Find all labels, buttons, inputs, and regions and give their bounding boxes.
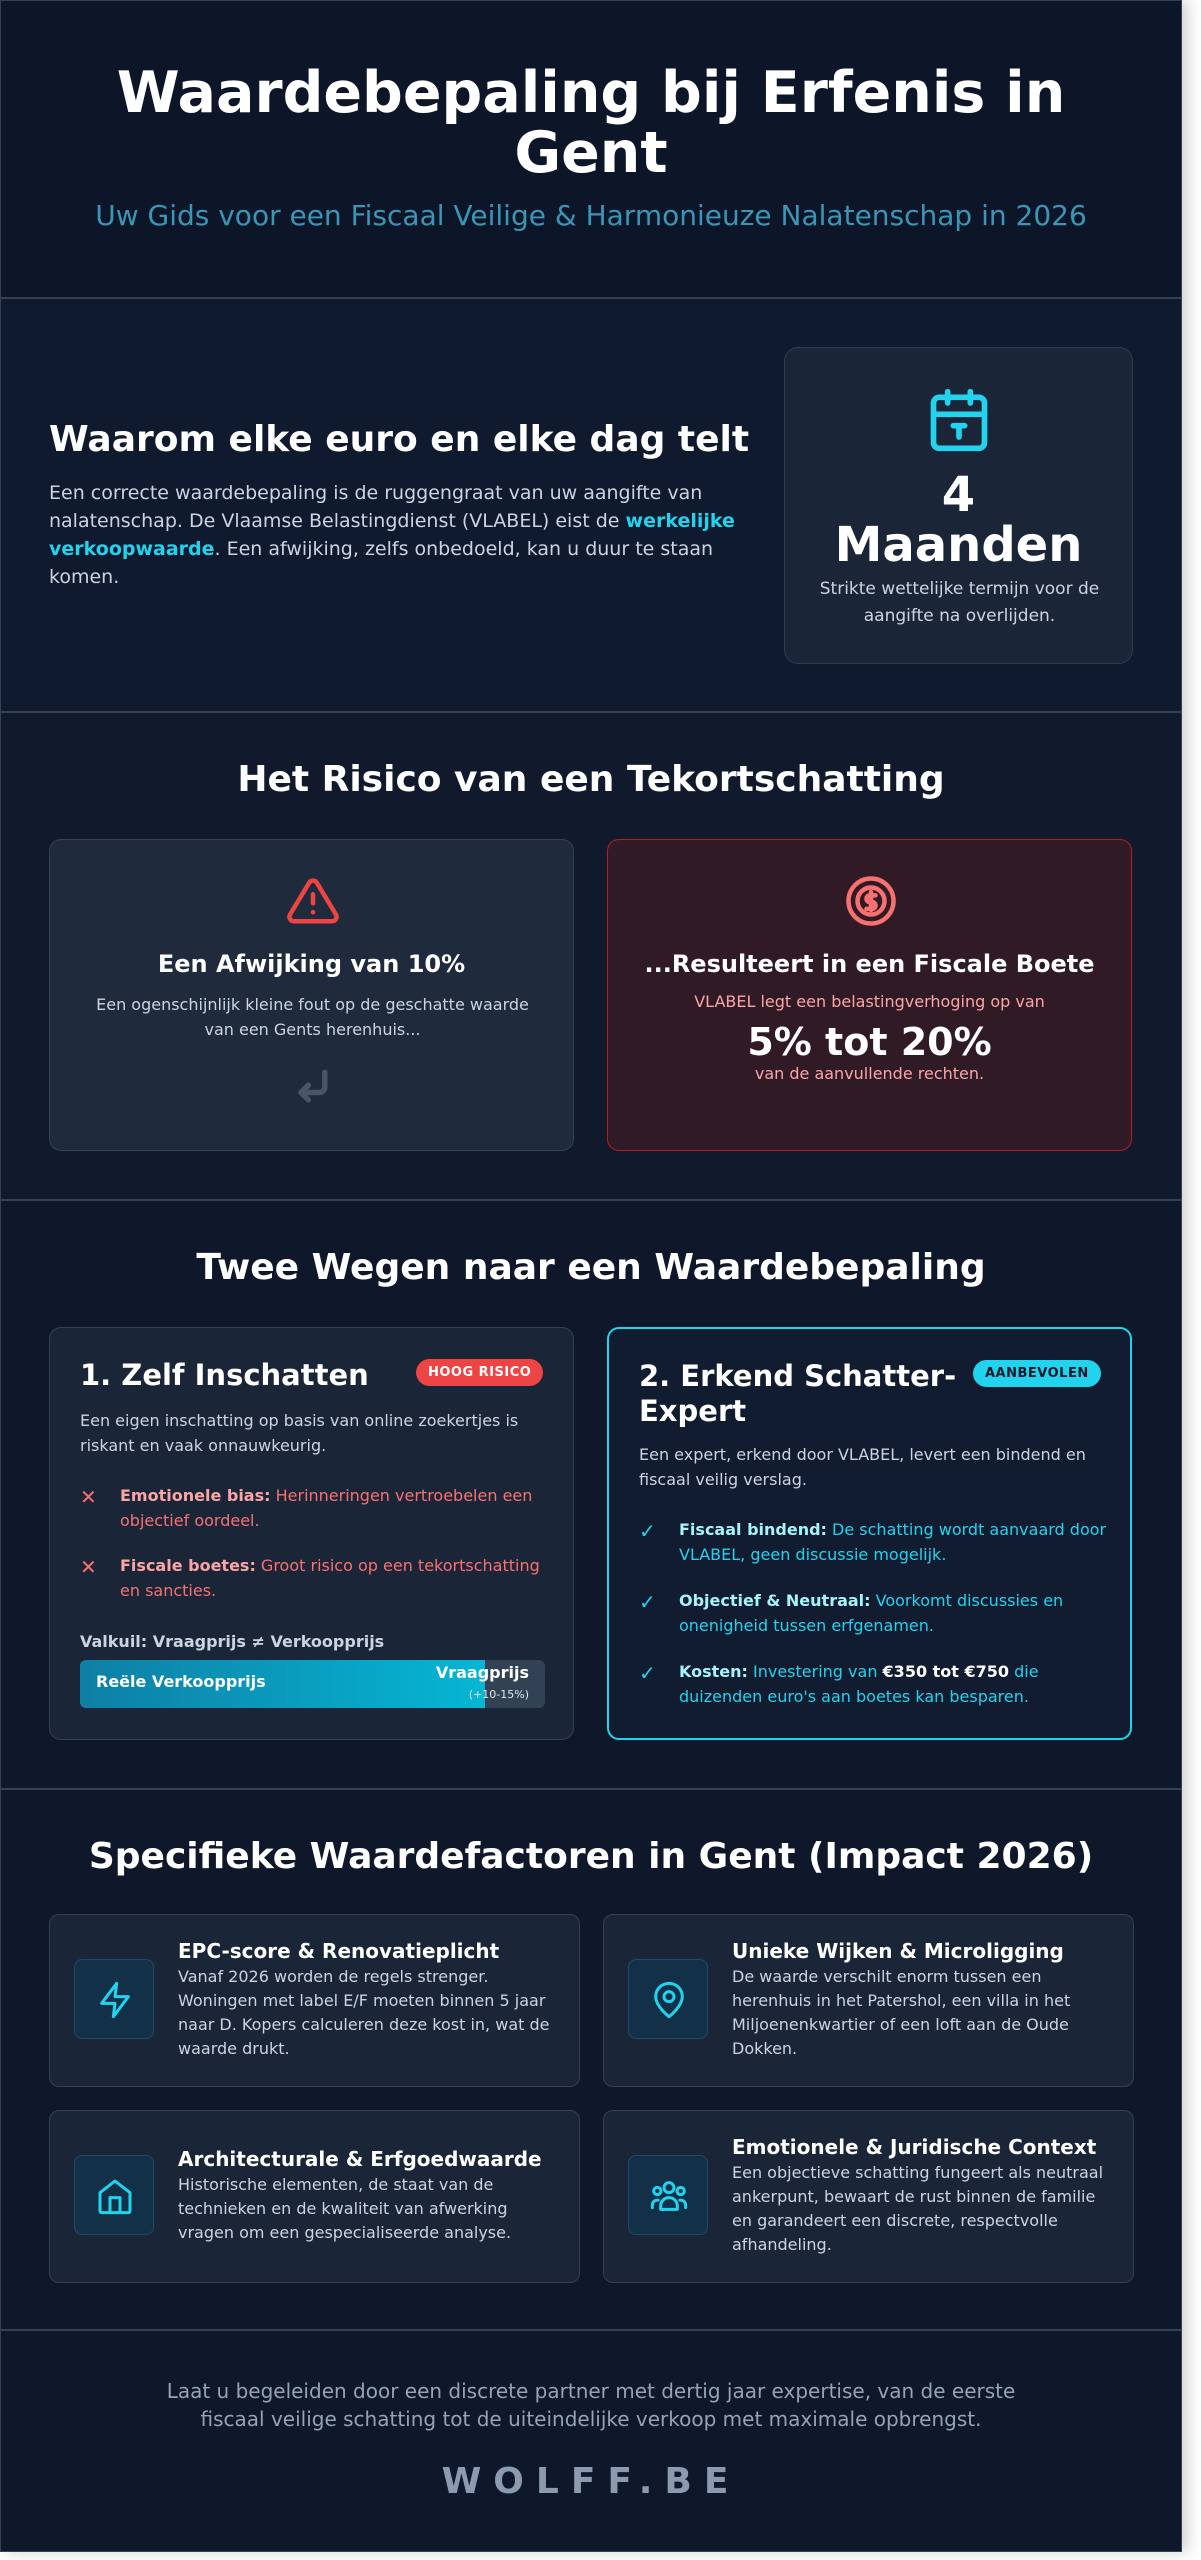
cross-icon: ✕ (80, 1485, 97, 1509)
price-comparison-bar: Reële Verkoopprijs Vraagprijs (+10-15%) (80, 1660, 545, 1708)
factors-section: Specifieke Waardefactoren in Gent (Impac… (1, 1790, 1181, 2331)
money-icon (846, 876, 896, 926)
factor-title: EPC-score & Renovatieplicht (178, 1939, 500, 1963)
why-text-after: . Een afwijking, zelfs onbedoeld, kan u … (49, 538, 714, 588)
way-self-title: 1. Zelf Inschatten (80, 1358, 369, 1392)
factor-card-architecture: Architecturale & Erfgoedwaarde Historisc… (49, 2110, 580, 2283)
item-text: Voorkomt discussies en onenigheid tussen… (679, 1591, 1064, 1635)
term-card: 4 Maanden Strikte wettelijke termijn voo… (784, 347, 1133, 664)
factor-icon-box (628, 2155, 708, 2235)
factor-card-epc: EPC-score & Renovatieplicht Vanaf 2026 w… (49, 1914, 580, 2087)
risk-section: Het Risico van een Tekortschatting Een A… (1, 713, 1181, 1201)
title-line: 2. Erkend Schatter- (639, 1359, 957, 1393)
why-section: Waarom elke euro en elke dag telt Een co… (1, 299, 1181, 713)
item-bold: Kosten: (679, 1662, 748, 1681)
brand-logo[interactable]: WOLFF.BE (441, 2461, 741, 2502)
cross-icon: ✕ (80, 1555, 97, 1579)
house-icon (98, 2179, 132, 2215)
way-expert-desc: Een expert, erkend door VLABEL, levert e… (639, 1445, 1086, 1489)
title-line: Expert (639, 1394, 747, 1428)
location-pin-icon (654, 1981, 684, 2019)
way-self-item-text: Fiscale boetes: Groot risico op een teko… (120, 1553, 550, 1603)
lightning-icon (100, 1981, 130, 2019)
risk-right-text2: van de aanvullende rechten. (754, 1064, 985, 1083)
risk-card-deviation: Een Afwijking van 10% Een ogenschijnlijk… (49, 839, 574, 1151)
item-bold: Emotionele bias: (120, 1486, 271, 1505)
why-text-before: Een correcte waardebepaling is de ruggen… (49, 482, 703, 532)
high-risk-badge: HOOG RISICO (416, 1359, 544, 1386)
real-price-fill (80, 1660, 485, 1708)
item-bold: Objectief & Neutraal: (679, 1591, 871, 1610)
footer-text: Laat u begeleiden door een discrete part… (166, 2379, 1016, 2431)
factor-card-location: Unieke Wijken & Microligging De waarde v… (603, 1914, 1134, 2087)
factor-title: Architecturale & Erfgoedwaarde (178, 2147, 542, 2171)
risk-right-title: ...Resulteert in een Fiscale Boete (644, 950, 1095, 978)
people-icon (650, 2181, 688, 2211)
way-card-expert: 2. Erkend Schatter- Expert AANBEVOLEN Een… (607, 1327, 1132, 1740)
item-text: Herinneringen vertroebelen een objectief… (120, 1486, 533, 1530)
check-icon: ✓ (639, 1519, 656, 1543)
way-self-desc: Een eigen inschatting op basis van onlin… (80, 1411, 519, 1455)
way-self-item-text: Emotionele bias: Herinneringen vertroebe… (120, 1483, 550, 1533)
cost-amount: €350 tot €750 (882, 1662, 1010, 1681)
item-text: Groot risico op een tekortschatting en s… (120, 1556, 540, 1600)
term-note: Strikte wettelijke termijn voor de aangi… (819, 579, 1100, 626)
ways-title: Twee Wegen naar een Waardebepaling (196, 1247, 986, 1288)
item-bold: Fiscale boetes: (120, 1556, 256, 1575)
why-title: Waarom elke euro en elke dag telt (49, 419, 750, 460)
pitfall-label: Valkuil: Vraagprijs ≠ Verkoopprijs (80, 1632, 385, 1651)
risk-right-text: VLABEL legt een belastingverhoging op va… (694, 992, 1045, 1011)
header-section: Waardebepaling bij Erfenis in Gent Uw Gi… (1, 1, 1181, 299)
risk-left-title: Een Afwijking van 10% (157, 950, 466, 978)
risk-penalty-range: 5% tot 20% (747, 1020, 992, 1064)
warning-icon (287, 878, 339, 924)
item-text: De schatting wordt aanvaard door VLABEL,… (679, 1520, 1107, 1564)
footer-section: Laat u begeleiden door een discrete part… (1, 2331, 1181, 2551)
factor-text: De waarde verschilt enorm tussen een her… (732, 1967, 1071, 2058)
why-highlight: werkelijke verkoopwaarde (49, 510, 735, 560)
factor-icon-box (74, 1959, 154, 2039)
factor-icon-box (74, 2155, 154, 2235)
factor-text: Vanaf 2026 worden de regels strenger. Wo… (178, 1967, 550, 2058)
term-number: 4 (941, 467, 976, 523)
ways-section: Twee Wegen naar een Waardebepaling 1. Ze… (1, 1201, 1181, 1790)
factor-card-context: Emotionele & Juridische Context Een obje… (603, 2110, 1134, 2283)
item-text: Investering van (747, 1662, 883, 1681)
factor-text: Historische elementen, de staat van de t… (178, 2175, 512, 2242)
way-card-self: 1. Zelf Inschatten HOOG RISICO Een eigen… (49, 1327, 574, 1740)
asking-price-pct: (+10-15%) (468, 1688, 529, 1701)
way-expert-title: 2. Erkend Schatter- Expert (639, 1359, 956, 1429)
factor-title: Emotionele & Juridische Context (732, 2135, 1097, 2159)
way-expert-item-text: Fiscaal bindend: De schatting wordt aanv… (679, 1517, 1109, 1567)
factor-icon-box (628, 1959, 708, 2039)
way-expert-item-text: Kosten: Investering van €350 tot €750 di… (679, 1659, 1109, 1709)
risk-card-penalty: ...Resulteert in een Fiscale Boete VLABE… (607, 839, 1132, 1151)
risk-left-text: Een ogenschijnlijk kleine fout op de ges… (96, 995, 529, 1039)
recommended-badge: AANBEVOLEN (973, 1360, 1101, 1387)
page-title: Waardebepaling bij Erfenis in Gent (116, 60, 1066, 186)
risk-title: Het Risico van een Tekortschatting (237, 759, 945, 800)
factor-title: Unieke Wijken & Microligging (732, 1939, 1064, 1963)
check-icon: ✓ (639, 1590, 656, 1614)
factor-text: Een objectieve schatting fungeert als ne… (732, 2163, 1104, 2254)
item-text: die duizenden euro's aan boetes kan besp… (679, 1662, 1039, 1706)
way-expert-item-text: Objectief & Neutraal: Voorkomt discussie… (679, 1588, 1109, 1638)
why-text: Een correcte waardebepaling is de ruggen… (49, 479, 739, 591)
asking-price-label: Vraagprijs (435, 1663, 529, 1682)
page-subtitle: Uw Gids voor een Fiscaal Veilige & Harmo… (95, 199, 1087, 232)
calendar-icon (930, 388, 988, 452)
arrow-return-icon (298, 1069, 328, 1103)
term-unit: Maanden (834, 517, 1083, 573)
factors-title: Specifieke Waardefactoren in Gent (Impac… (88, 1836, 1094, 1877)
item-bold: Fiscaal bindend: (679, 1520, 827, 1539)
real-price-label: Reële Verkoopprijs (96, 1672, 266, 1691)
check-icon: ✓ (639, 1661, 656, 1685)
